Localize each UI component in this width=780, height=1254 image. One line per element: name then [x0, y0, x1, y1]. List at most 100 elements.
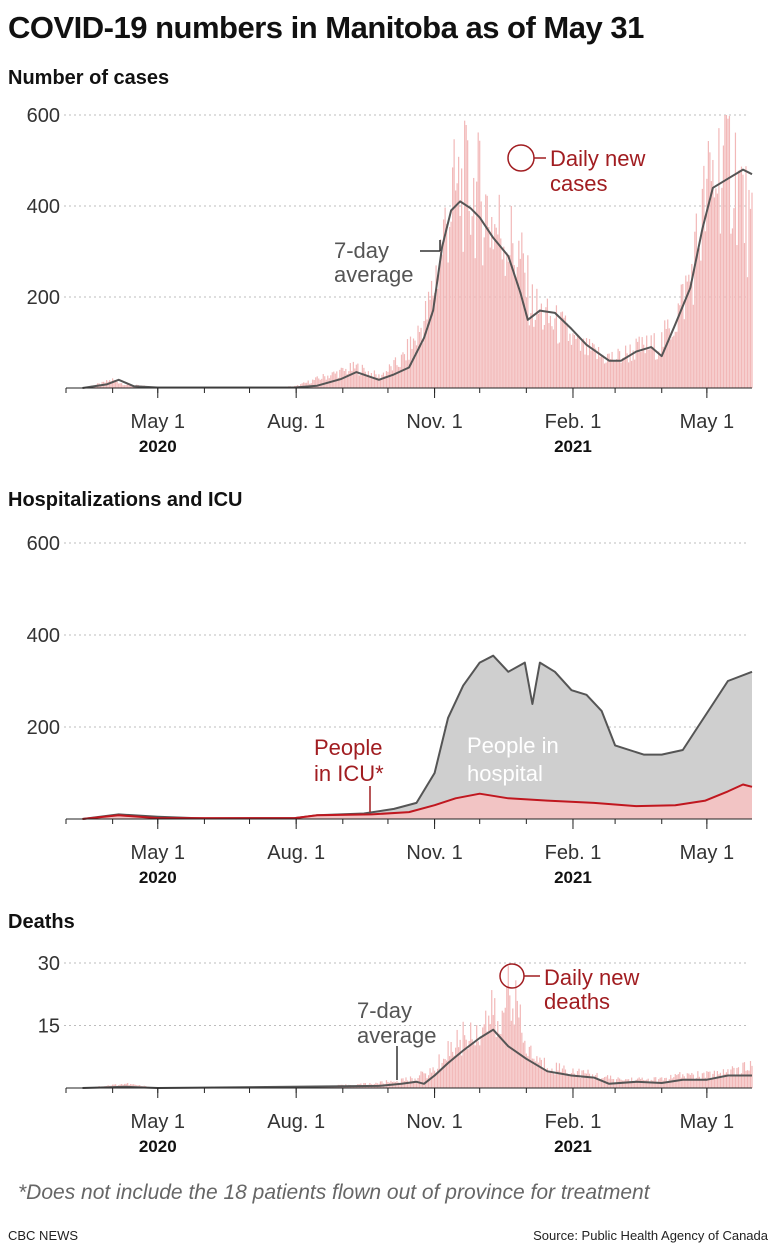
- x-tick-label: Nov. 1: [406, 411, 462, 433]
- bar-daily: [313, 380, 315, 388]
- bar-daily: [127, 1082, 129, 1088]
- bar-daily: [700, 1079, 702, 1088]
- bar-daily: [554, 318, 556, 388]
- cases-chart: Number of cases 200 400 600 May 1 Aug. 1 Nov…: [8, 67, 753, 456]
- bar-daily: [733, 208, 735, 388]
- bar-daily: [573, 1073, 576, 1088]
- bar-daily: [433, 1070, 436, 1088]
- bar-daily: [619, 351, 621, 388]
- bar-daily: [563, 1065, 565, 1088]
- bar-daily: [110, 381, 112, 388]
- bar-daily: [534, 319, 536, 388]
- icu-label-2: in ICU*: [314, 761, 384, 786]
- bar-daily: [584, 354, 586, 388]
- bar-daily: [519, 258, 521, 388]
- bar-daily: [397, 366, 400, 388]
- bar-daily: [656, 359, 658, 388]
- bar-daily: [712, 1073, 714, 1088]
- bar-daily: [737, 170, 740, 388]
- cases-peak-marker: [507, 144, 535, 172]
- bar-daily: [345, 368, 347, 388]
- bar-daily: [652, 1080, 654, 1088]
- bar-daily: [480, 201, 482, 388]
- bar-daily: [640, 1078, 642, 1088]
- bar-daily: [746, 1070, 749, 1088]
- bar-daily: [453, 1055, 455, 1088]
- bar-daily: [477, 132, 479, 388]
- bar-daily: [537, 1062, 539, 1088]
- bar-daily: [376, 377, 379, 388]
- bar-daily: [468, 1040, 470, 1088]
- bar-daily: [510, 1020, 512, 1088]
- bar-daily: [626, 353, 628, 388]
- bar-daily: [731, 228, 734, 388]
- bar-daily: [307, 380, 309, 388]
- bar-daily: [736, 1067, 738, 1088]
- bar-daily: [653, 333, 655, 388]
- bar-daily: [385, 371, 388, 388]
- y-tick-label: 600: [27, 105, 60, 127]
- bar-daily: [594, 348, 597, 388]
- bar-daily: [643, 344, 645, 388]
- bar-daily: [491, 216, 493, 388]
- bar-daily: [412, 338, 415, 388]
- bar-daily: [740, 166, 743, 388]
- bar-daily: [727, 118, 729, 389]
- x-tick-label: May 1: [131, 411, 185, 433]
- area-people-in-icu: [82, 784, 752, 819]
- bar-daily: [427, 291, 430, 388]
- bar-daily: [596, 358, 598, 388]
- bar-daily: [513, 265, 515, 388]
- bar-daily: [683, 319, 685, 388]
- bar-daily: [509, 255, 511, 388]
- bar-daily: [715, 1078, 717, 1088]
- bar-daily: [731, 1066, 734, 1088]
- x-tick-label: May 1: [131, 1111, 185, 1133]
- bar-daily: [408, 1081, 410, 1088]
- bar-daily: [528, 1046, 530, 1088]
- bar-daily: [659, 356, 661, 388]
- bar-daily: [554, 1074, 556, 1088]
- bar-daily: [121, 383, 123, 388]
- bar-daily: [626, 1079, 628, 1088]
- bar-daily: [363, 367, 365, 388]
- bar-daily: [722, 1069, 725, 1088]
- bar-daily: [644, 353, 646, 388]
- bar-daily: [436, 288, 439, 388]
- bar-daily: [418, 332, 421, 388]
- credit: CBC NEWS: [8, 1228, 79, 1243]
- bar-daily: [650, 335, 652, 388]
- bar-daily: [367, 371, 369, 388]
- bar-daily: [405, 360, 407, 388]
- bar-daily: [513, 1024, 515, 1088]
- bar-daily: [625, 1079, 627, 1088]
- bar-daily: [444, 207, 446, 388]
- bar-daily: [525, 1053, 527, 1088]
- bar-daily: [352, 361, 354, 388]
- bar-daily: [453, 139, 455, 388]
- bar-daily: [634, 1081, 636, 1088]
- bar-daily: [588, 339, 591, 388]
- bar-daily: [480, 1036, 482, 1088]
- cases-chart-title: Number of cases: [8, 67, 169, 89]
- bar-daily: [655, 359, 657, 388]
- x-tick-label: Aug. 1: [267, 842, 325, 864]
- bar-daily: [506, 986, 508, 1088]
- bar-daily: [587, 1069, 589, 1088]
- bar-daily: [668, 1079, 670, 1088]
- y-tick-label: 600: [27, 533, 60, 555]
- bar-daily: [439, 239, 442, 388]
- x-tick-label: Feb. 1: [545, 842, 602, 864]
- bar-daily: [751, 192, 753, 388]
- bar-daily: [459, 215, 461, 388]
- bar-daily: [322, 374, 324, 388]
- bar-daily: [614, 1082, 616, 1088]
- bar-daily: [375, 374, 377, 388]
- bar-daily: [403, 1081, 406, 1088]
- bar-daily: [590, 1076, 592, 1088]
- bar-daily: [722, 145, 725, 388]
- bar-daily: [584, 1073, 586, 1088]
- bar-daily: [570, 1073, 573, 1088]
- bar-daily: [694, 1079, 696, 1088]
- bar-daily: [629, 344, 631, 388]
